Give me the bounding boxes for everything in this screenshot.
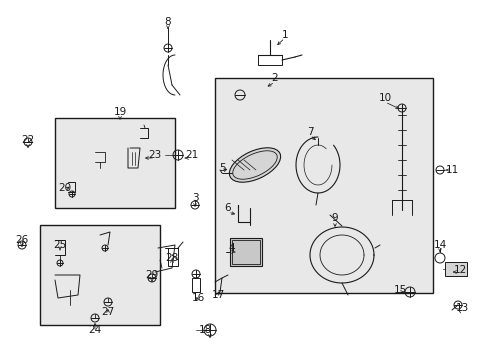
- Bar: [55, 118, 175, 208]
- Bar: [168, 248, 178, 266]
- Text: 27: 27: [101, 307, 115, 317]
- Text: 19: 19: [113, 107, 126, 117]
- Text: 1: 1: [282, 30, 288, 40]
- Text: 4: 4: [229, 243, 235, 253]
- Text: 28: 28: [166, 253, 179, 263]
- Ellipse shape: [229, 148, 281, 182]
- Text: 14: 14: [433, 240, 446, 250]
- Bar: [445, 262, 467, 276]
- Text: 3: 3: [192, 193, 198, 203]
- Bar: [232, 240, 260, 264]
- Bar: [192, 278, 200, 292]
- Bar: [215, 78, 433, 293]
- Text: 15: 15: [393, 285, 407, 295]
- Text: 25: 25: [53, 240, 67, 250]
- Text: 5: 5: [219, 163, 225, 173]
- Text: 2: 2: [271, 73, 278, 83]
- Text: 20: 20: [58, 183, 72, 193]
- Text: 6: 6: [225, 203, 231, 213]
- Text: 24: 24: [88, 325, 101, 335]
- Text: 16: 16: [192, 293, 205, 303]
- Text: 18: 18: [198, 325, 212, 335]
- Text: 8: 8: [165, 17, 172, 27]
- Text: 26: 26: [15, 235, 28, 245]
- Text: 9: 9: [332, 213, 338, 223]
- Text: 22: 22: [22, 135, 35, 145]
- Text: 13: 13: [455, 303, 468, 313]
- Text: 17: 17: [211, 290, 224, 300]
- Text: 10: 10: [378, 93, 392, 103]
- Bar: [40, 225, 160, 325]
- Text: 12: 12: [453, 265, 466, 275]
- Text: 7: 7: [307, 127, 313, 137]
- Text: 29: 29: [146, 270, 159, 280]
- Text: 21: 21: [185, 150, 198, 160]
- Bar: [258, 55, 282, 65]
- Text: 11: 11: [445, 165, 459, 175]
- Text: 23: 23: [148, 150, 162, 160]
- Bar: [230, 238, 262, 266]
